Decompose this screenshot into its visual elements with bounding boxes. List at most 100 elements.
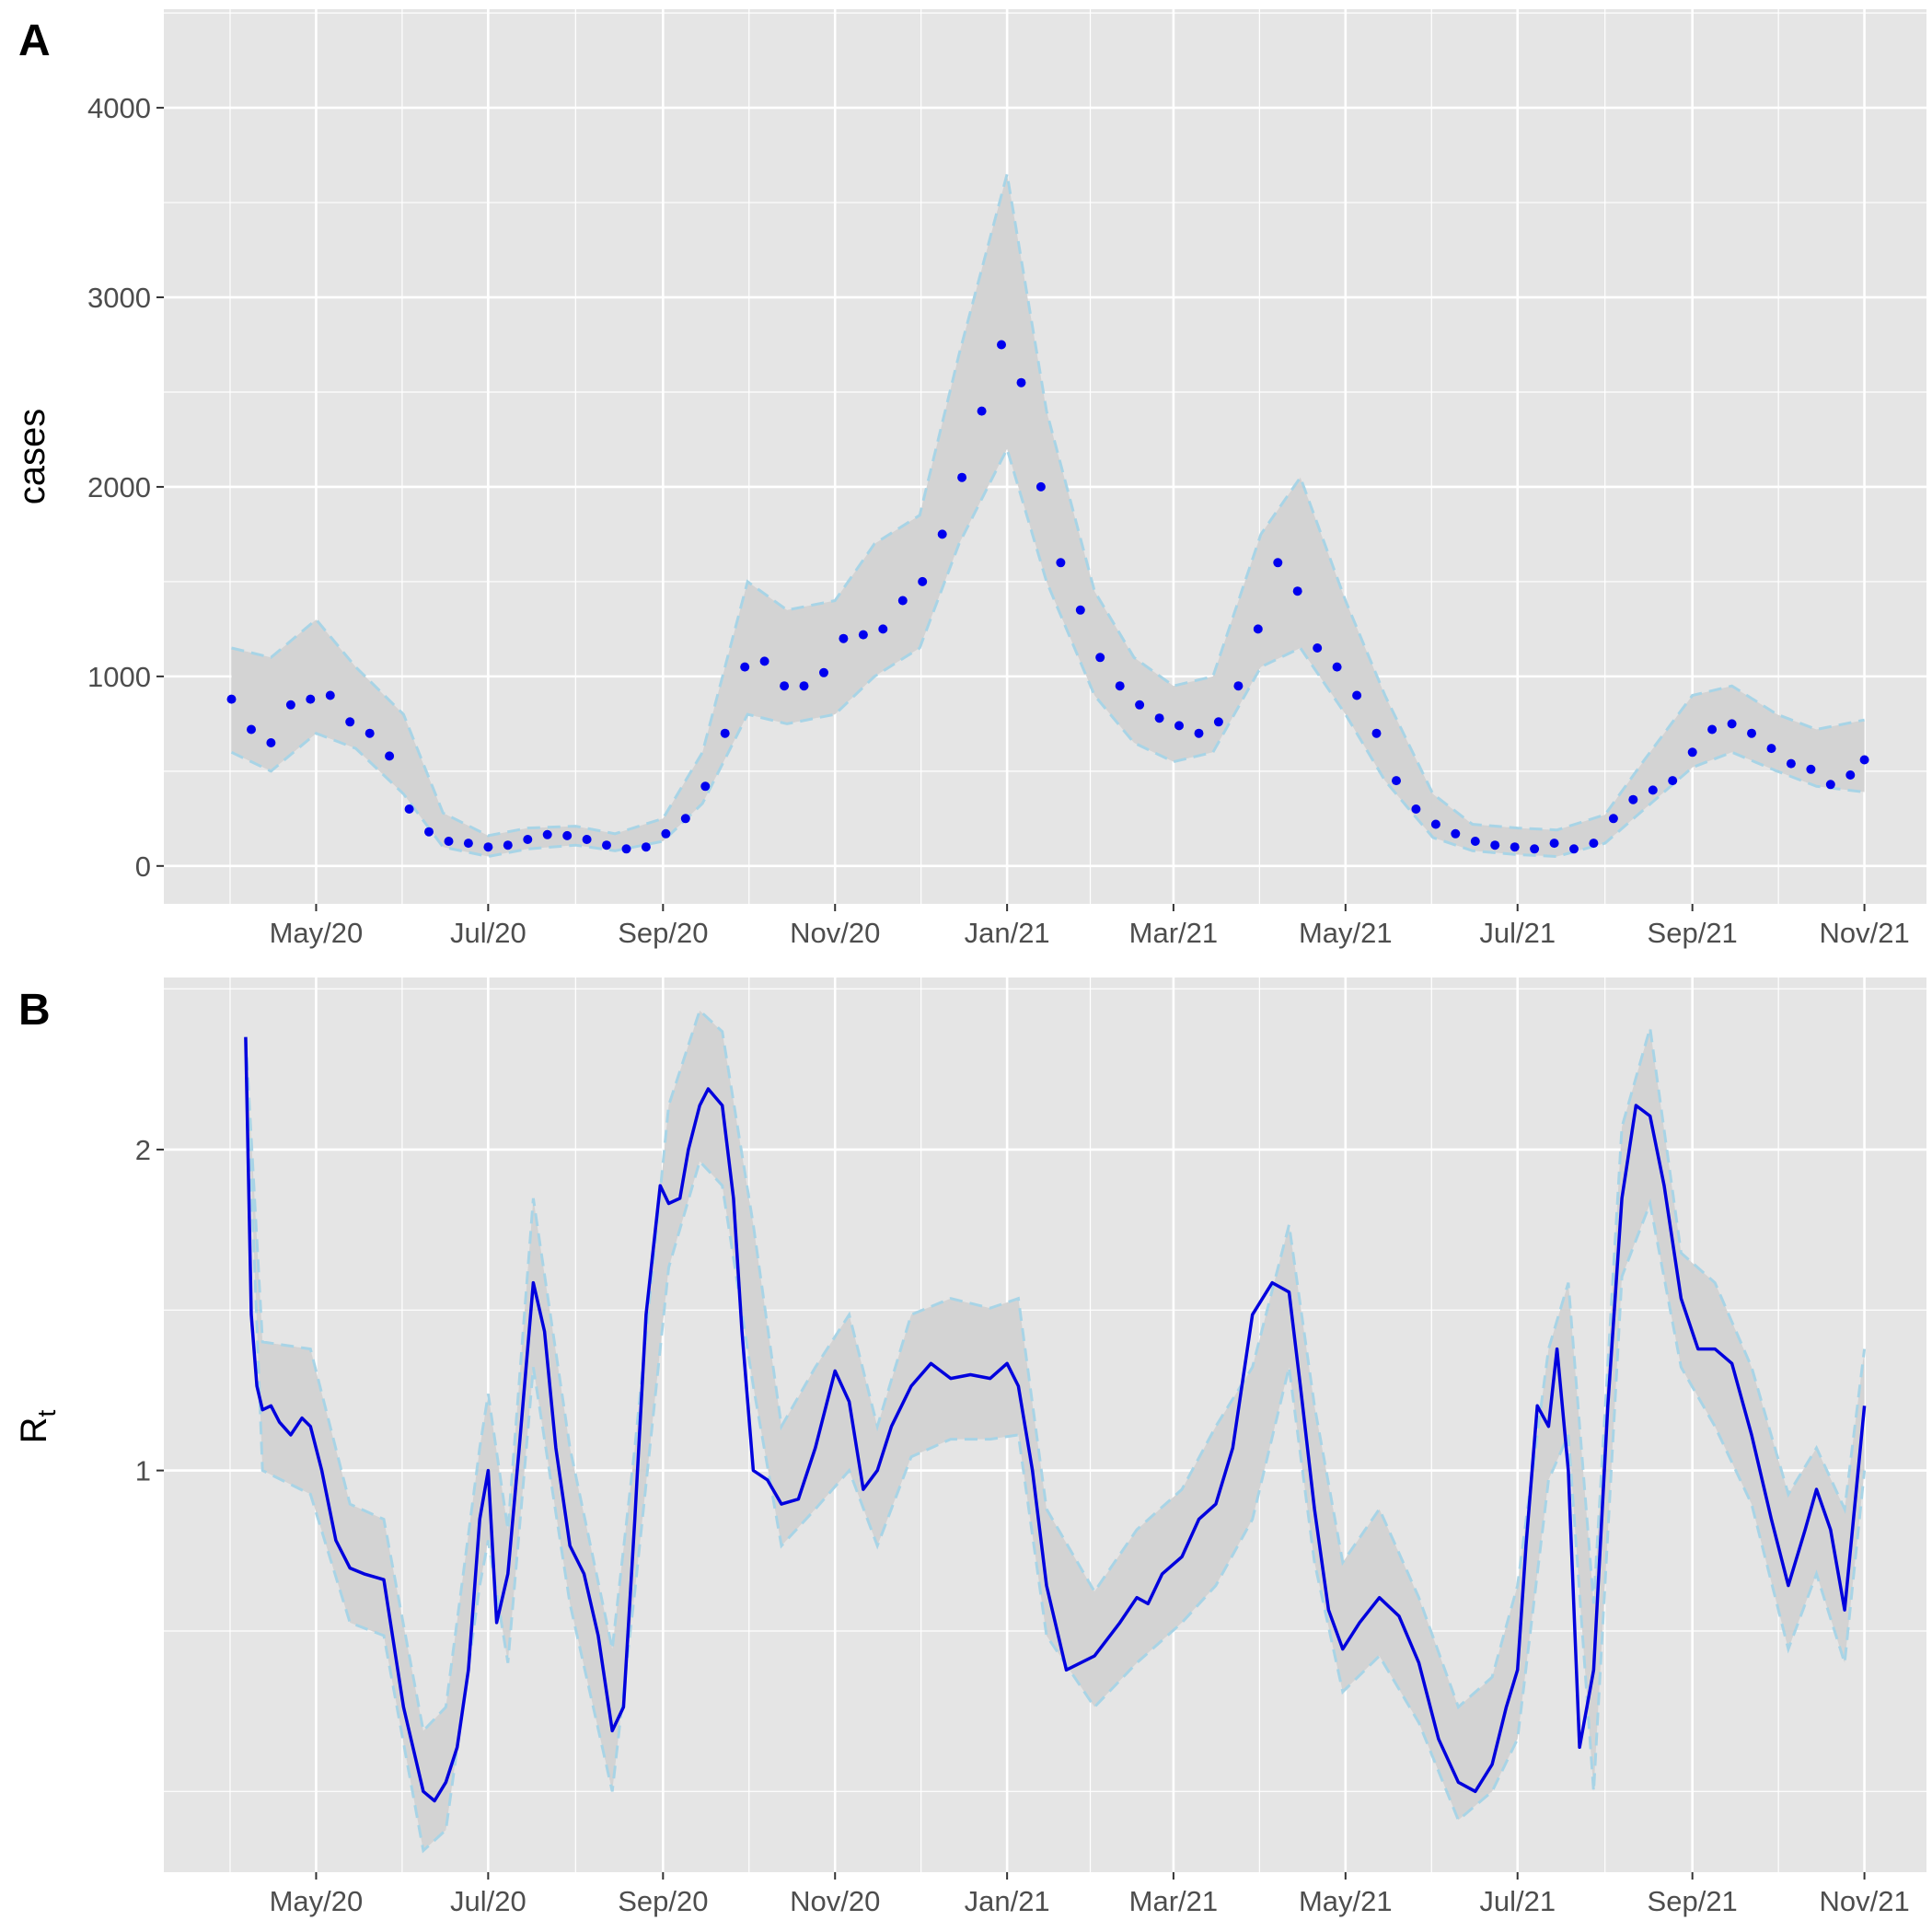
interval-band-upper-edge [244,1008,1867,1734]
x-tick-label: Sep/20 [618,1885,708,1917]
x-tick-label: Mar/21 [1129,917,1218,949]
interval-band-fill [231,174,1865,857]
case-point [1135,700,1145,710]
case-point [1411,804,1421,814]
panel-b-y-axis-title: Rt [14,1409,61,1443]
case-point [839,633,849,643]
case-point [602,840,611,850]
case-point [325,690,335,700]
case-point [858,630,868,640]
case-point [641,842,651,852]
x-tick-label: Jan/21 [965,917,1050,949]
interval-band-lower-edge [230,445,1865,859]
case-point [1154,713,1164,723]
x-tick-label: Jul/21 [1479,1885,1556,1917]
panel-a-x-ticks: May/20 Jul/20 Sep/20 Nov/20 Jan/21 Mar/21 May/… [270,904,1910,949]
case-point [1075,605,1085,615]
case-point [1194,728,1204,738]
x-tick-label: Nov/20 [790,1885,880,1917]
case-point [1747,728,1756,738]
case-point [1859,755,1869,765]
case-point [1530,844,1540,854]
panel-b-tag: B [18,986,51,1035]
x-tick-label: May/20 [270,917,364,949]
case-point [285,700,295,710]
interval-band-lower-edge [244,1036,1867,1854]
y-tick-label: 1 [135,1455,151,1487]
x-tick-label: Nov/21 [1819,1885,1909,1917]
case-point [1589,839,1599,849]
case-point [1273,558,1283,568]
case-point [1095,653,1105,663]
case-point [720,728,730,738]
case-point [1490,840,1500,850]
x-tick-label: May/20 [270,1885,364,1917]
case-point [621,844,631,854]
x-tick-label: Jan/21 [965,1885,1050,1917]
case-point [1371,728,1382,738]
case-point [700,781,711,792]
case-point [1430,819,1440,829]
case-point [1825,780,1835,790]
x-tick-label: May/21 [1299,917,1393,949]
case-point [364,728,375,738]
case-point [404,804,414,814]
panel-a-interval-band [230,173,1865,859]
panel-b-rt-line [244,1036,1867,1803]
case-point [247,724,256,735]
case-point [1392,776,1401,786]
case-point [1668,776,1678,786]
x-tick-label: Sep/20 [618,917,708,949]
x-tick-label: Nov/21 [1819,917,1909,949]
case-point [1451,828,1461,839]
case-point [957,472,967,482]
case-point [1648,785,1658,795]
case-point [937,529,947,539]
case-point [1253,624,1263,634]
case-point [759,656,769,666]
x-tick-label: Jul/20 [450,1885,526,1917]
x-tick-label: Mar/21 [1129,1885,1218,1917]
case-point [1707,724,1718,735]
case-point [1549,839,1559,849]
case-point [562,830,573,840]
y-tick-label: 3000 [87,282,151,314]
panel-a-tag: A [18,17,51,65]
panel-b-minor-grid [164,978,1926,1872]
y-tick-label: 2000 [87,471,151,503]
case-point [1510,842,1520,852]
y-tick-label: 2 [135,1134,151,1166]
x-tick-label: Nov/20 [790,917,880,949]
case-point [1845,770,1856,780]
case-point [483,842,493,852]
panel-b-y-axis-title-subscript: t [32,1409,61,1417]
case-point [780,681,790,691]
case-point [897,596,908,606]
panel-b-y-axis-title-main: R [14,1417,54,1443]
panel-b: 1 2 May/20 Jul/20 Sep/20 Nov/20 Jan/21 Mar/21 M… [14,978,1926,1917]
panel-a-y-axis-title: cases [12,409,52,505]
case-point [997,340,1006,350]
x-tick-label: Jul/21 [1479,917,1556,949]
case-point [1115,681,1125,691]
case-point [424,827,434,837]
case-point [918,576,928,586]
case-point [1569,844,1579,854]
interval-band-fill [245,1010,1865,1851]
case-point [444,837,454,846]
case-point [1766,744,1776,754]
case-point [226,694,237,704]
interval-band-upper-edge [231,173,1865,838]
case-point [1727,719,1737,729]
x-tick-label: May/21 [1299,1885,1393,1917]
y-tick-label: 4000 [87,92,151,124]
case-point [878,624,888,634]
y-tick-label: 0 [135,850,151,883]
panel-b-interval-band [244,1008,1867,1854]
case-point [1332,662,1342,672]
case-point [1352,690,1362,700]
x-tick-label: Sep/21 [1648,917,1738,949]
case-point [819,667,828,677]
